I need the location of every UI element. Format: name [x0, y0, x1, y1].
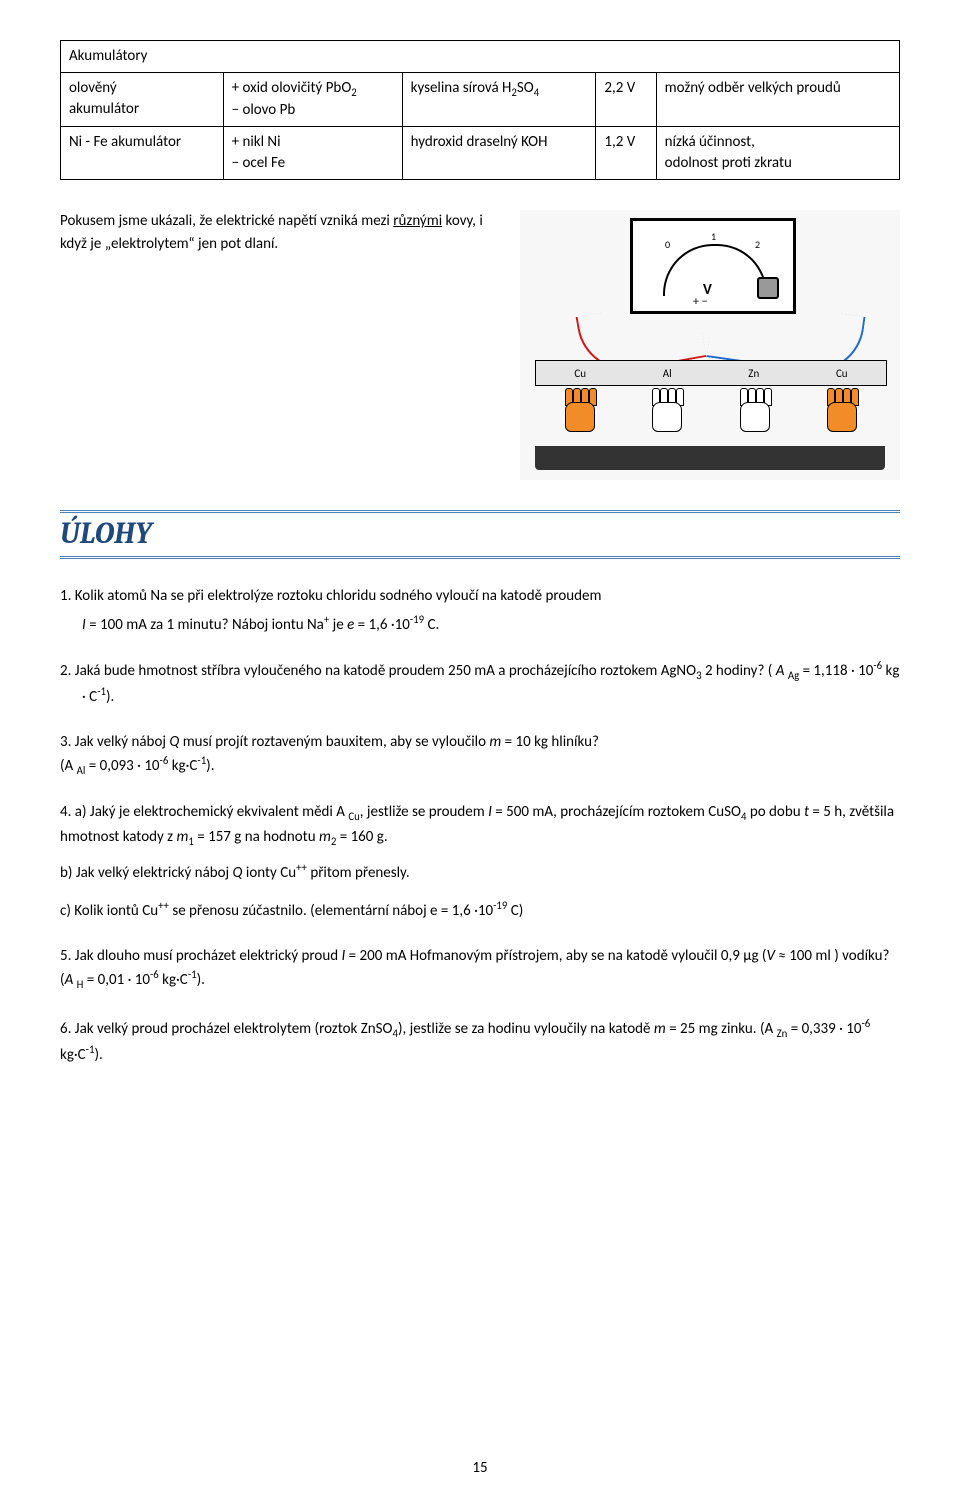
task-text: 1. Kolik atomů Na se při elektrolýze roz…: [60, 585, 900, 608]
task-text: (A Al = 0,093 · 10-6 kg·C-1).: [60, 753, 900, 779]
experiment-illustration: 0 1 2 V + − Cu Al Zn Cu: [520, 210, 900, 480]
scale-0: 0: [665, 238, 670, 251]
table-cell: + nikl Ni − ocel Fe: [223, 127, 402, 180]
task-1: 1. Kolik atomů Na se při elektrolýze roz…: [60, 585, 900, 636]
intro-text: Pokusem jsme ukázali, že elektrické napě…: [60, 210, 500, 480]
metal-label: Cu: [574, 367, 586, 380]
table-cell: olověný akumulátor: [61, 73, 224, 127]
table-cell: nízká účinnost, odolnost proti zkratu: [656, 127, 899, 180]
voltmeter-icon: 0 1 2 V + −: [630, 218, 796, 314]
metal-label: Al: [663, 367, 672, 380]
scale-2: 2: [755, 238, 760, 251]
task-6: 6. Jak velký proud procházel elektrolyte…: [60, 1016, 900, 1067]
table-cell: Ni - Fe akumulátor: [61, 127, 224, 180]
metal-strip: Cu Al Zn Cu: [535, 360, 887, 386]
table-cell: + oxid olovičitý PbO2 − olovo Pb: [223, 73, 402, 127]
text: − olovo Pb: [232, 101, 296, 119]
text: akumulátor: [69, 100, 139, 118]
intro-row: Pokusem jsme ukázali, že elektrické napě…: [60, 210, 900, 480]
task-text: 4. a) Jaký je elektrochemický ekvivalent…: [60, 801, 900, 849]
metal-label: Cu: [836, 367, 848, 380]
task-5: 5. Jak dlouho musí procházet elektrický …: [60, 945, 900, 994]
table-header: Akumulátory: [61, 41, 900, 73]
table-cell: možný odběr velkých proudů: [656, 73, 899, 127]
task-text: 6. Jak velký proud procházel elektrolyte…: [60, 1016, 900, 1067]
table-cell: 2,2 V: [596, 73, 656, 127]
metal-label: Zn: [748, 367, 759, 380]
text: olověný: [69, 79, 117, 97]
table-cell: hydroxid draselný KOH: [402, 127, 596, 180]
task-text: 5. Jak dlouho musí procházet elektrický …: [60, 945, 900, 994]
task-3: 3. Jak velký náboj Q musí projít roztave…: [60, 731, 900, 780]
knob-icon: [757, 277, 779, 299]
accumulator-table: Akumulátory olověný akumulátor + oxid ol…: [60, 40, 900, 180]
hand-icon: [644, 388, 688, 432]
table-cell: 1,2 V: [596, 127, 656, 180]
dial: 0 1 2: [653, 236, 773, 276]
section-title-ulohy: ÚLOHY: [60, 510, 900, 559]
task-text: c) Kolik iontů Cu++ se přenosu zúčastnil…: [60, 898, 900, 923]
task-text: I = 100 mA za 1 minutu? Náboj iontu Na+ …: [60, 612, 900, 637]
task-2: 2. Jaká bude hmotnost stříbra vyloučenéh…: [60, 658, 900, 709]
arc: [663, 244, 767, 296]
illustration: 0 1 2 V + − Cu Al Zn Cu: [520, 210, 900, 480]
text: nízká účinnost,: [665, 133, 755, 151]
task-4: 4. a) Jaký je elektrochemický ekvivalent…: [60, 801, 900, 922]
hand-icon: [557, 388, 601, 432]
hand-icon: [819, 388, 863, 432]
text: + nikl Ni: [232, 133, 281, 151]
task-text: 3. Jak velký náboj Q musí projít roztave…: [60, 731, 900, 754]
text: odolnost proti zkratu: [665, 154, 792, 172]
scale-1: 1: [711, 230, 716, 243]
table-cell: kyselina sírová H2SO4: [402, 73, 596, 127]
arm-band: [535, 446, 885, 470]
task-list: 1. Kolik atomů Na se při elektrolýze roz…: [60, 585, 900, 1066]
task-text: b) Jak velký elektrický náboj Q ionty Cu…: [60, 860, 900, 885]
page: Akumulátory olověný akumulátor + oxid ol…: [0, 0, 960, 1491]
text: − ocel Fe: [232, 154, 286, 172]
hand-icon: [732, 388, 776, 432]
text: + oxid olovičitý PbO2: [232, 79, 357, 97]
task-text: 2. Jaká bude hmotnost stříbra vyloučenéh…: [60, 658, 900, 709]
page-number: 15: [0, 1459, 960, 1477]
